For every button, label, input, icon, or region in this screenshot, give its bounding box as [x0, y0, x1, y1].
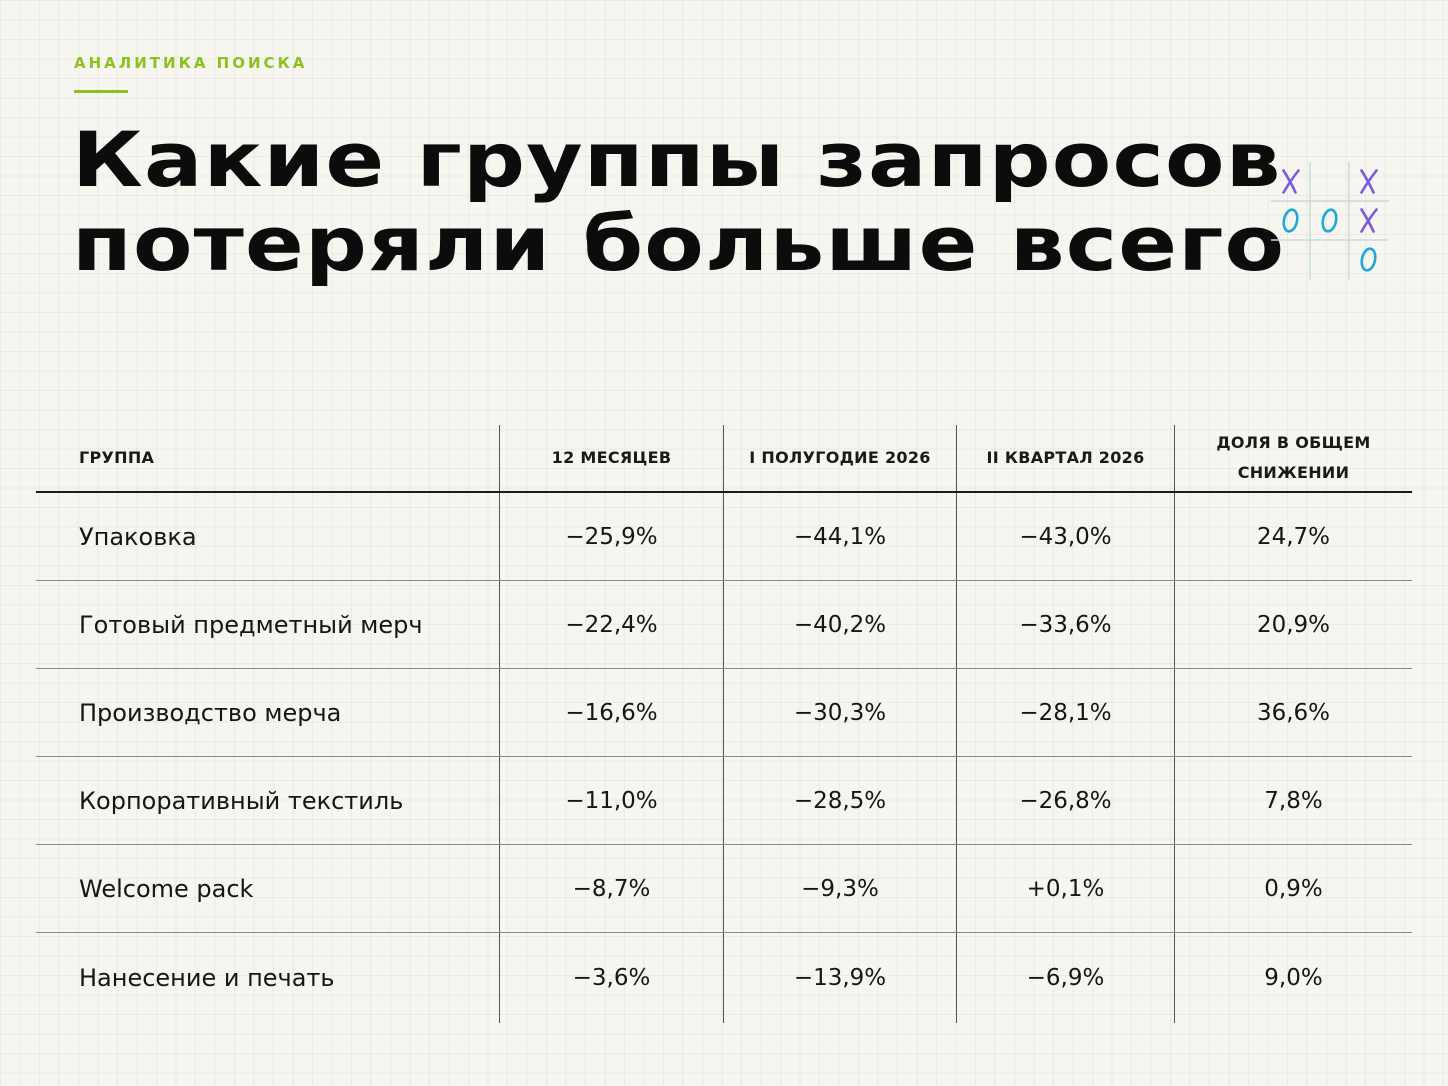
section-label: АНАЛИТИКА ПОИСКА — [74, 54, 308, 72]
column-header-share: ДОЛЯ В ОБЩЕМ СНИЖЕНИИ — [1174, 425, 1412, 491]
value-share: 0,9% — [1174, 845, 1412, 932]
o-mark-icon — [1360, 247, 1377, 272]
value-q2-2026: −33,6% — [956, 581, 1174, 668]
value-share: 24,7% — [1174, 493, 1412, 580]
value-q2-2026: −43,0% — [956, 493, 1174, 580]
value-12-months: −8,7% — [499, 845, 723, 932]
value-share: 36,6% — [1174, 669, 1412, 756]
tic-tac-toe-icon — [1271, 162, 1389, 280]
table-row: Корпоративный текстиль −11,0% −28,5% −26… — [36, 757, 1412, 845]
value-q2-2026: −26,8% — [956, 757, 1174, 844]
value-12-months: −25,9% — [499, 493, 723, 580]
data-table: ГРУППА 12 МЕСЯЦЕВ I ПОЛУГОДИЕ 2026 II КВ… — [36, 425, 1412, 1023]
value-share: 9,0% — [1174, 933, 1412, 1023]
table-header: ГРУППА 12 МЕСЯЦЕВ I ПОЛУГОДИЕ 2026 II КВ… — [36, 425, 1412, 493]
table-row: Готовый предметный мерч −22,4% −40,2% −3… — [36, 581, 1412, 669]
x-mark-icon — [1360, 169, 1378, 194]
group-name: Нанесение и печать — [79, 964, 335, 992]
column-header-group: ГРУППА — [79, 448, 155, 467]
value-h1-2026: −13,9% — [723, 933, 956, 1023]
table-row: Welcome pack −8,7% −9,3% +0,1% 0,9% — [36, 845, 1412, 933]
value-h1-2026: −9,3% — [723, 845, 956, 932]
o-mark-icon — [1282, 208, 1299, 233]
accent-underline — [74, 90, 128, 93]
value-h1-2026: −30,3% — [723, 669, 956, 756]
x-mark-icon — [1282, 169, 1300, 194]
table-row: Производство мерча −16,6% −30,3% −28,1% … — [36, 669, 1412, 757]
column-header-12-months: 12 МЕСЯЦЕВ — [499, 425, 723, 491]
value-12-months: −11,0% — [499, 757, 723, 844]
value-12-months: −16,6% — [499, 669, 723, 756]
value-12-months: −22,4% — [499, 581, 723, 668]
value-h1-2026: −28,5% — [723, 757, 956, 844]
group-name: Готовый предметный мерч — [79, 610, 423, 639]
column-header-q2-2026: II КВАРТАЛ 2026 — [956, 425, 1174, 491]
group-name: Производство мерча — [79, 698, 342, 727]
page-title: Какие группы запросов потеряли больше вс… — [72, 115, 1286, 288]
value-q2-2026: −28,1% — [956, 669, 1174, 756]
column-header-h1-2026: I ПОЛУГОДИЕ 2026 — [723, 425, 956, 491]
table-row: Нанесение и печать −3,6% −13,9% −6,9% 9,… — [36, 933, 1412, 1023]
group-name: Welcome pack — [79, 874, 254, 903]
value-h1-2026: −40,2% — [723, 581, 956, 668]
value-q2-2026: +0,1% — [956, 845, 1174, 932]
value-h1-2026: −44,1% — [723, 493, 956, 580]
value-share: 7,8% — [1174, 757, 1412, 844]
x-mark-icon — [1360, 208, 1378, 233]
table-row: Упаковка −25,9% −44,1% −43,0% 24,7% — [36, 493, 1412, 581]
group-name: Корпоративный текстиль — [79, 786, 404, 815]
value-q2-2026: −6,9% — [956, 933, 1174, 1023]
value-12-months: −3,6% — [499, 933, 723, 1023]
group-name: Упаковка — [79, 522, 197, 551]
value-share: 20,9% — [1174, 581, 1412, 668]
o-mark-icon — [1321, 208, 1338, 233]
